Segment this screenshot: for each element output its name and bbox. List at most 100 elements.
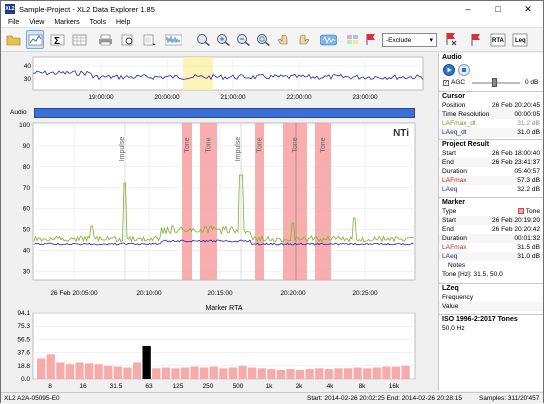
lzeq-value-label: Value — [442, 303, 459, 310]
rta-bar — [257, 368, 266, 379]
rta-bar — [46, 354, 55, 380]
audio-icon[interactable] — [319, 30, 337, 49]
status-samples: Samples: 311/20'457 — [479, 395, 540, 402]
print-icon[interactable] — [96, 30, 114, 49]
marker-lafmax-value: 31.5 dB — [517, 244, 540, 251]
audio-track-bar[interactable] — [34, 108, 415, 118]
marker-type-value[interactable]: Tone — [488, 207, 540, 216]
flag-delete-icon[interactable] — [441, 30, 459, 49]
stop-icon[interactable] — [458, 64, 470, 76]
marker-notes-row[interactable]: Tone [Hz]: 31.5, 50.0 — [439, 270, 543, 279]
menu-help[interactable]: Help — [115, 18, 131, 26]
overview-chart[interactable]: 40 30 19:00:00 20:00:00 21:00:00 22:00:00 23:0… — [13, 54, 437, 106]
rta-x-tick: 31.5 — [110, 383, 123, 390]
pan-right-icon[interactable] — [294, 30, 312, 49]
minimize-button[interactable]: – — [465, 4, 471, 14]
menu-file[interactable]: File — [8, 18, 20, 26]
rta-bar — [353, 367, 362, 380]
svg-text:Σ: Σ — [54, 36, 60, 46]
rta-bar — [382, 366, 391, 379]
waveform-icon[interactable] — [164, 30, 182, 49]
cursor-row: Position 26 Feb 20:20:45 — [439, 101, 543, 110]
iso-row: 50,0 Hz — [439, 324, 543, 333]
rta-chart[interactable]: Marker RTA 94.1 75.3 56.5 37.6 18.8 0.0 8 16 31.5… — [1, 303, 437, 391]
cursor-row: LAFmax_dt 31.2 dB — [439, 119, 543, 128]
rta-bar — [219, 368, 228, 379]
rta-bar — [94, 364, 103, 379]
volume-slider-handle[interactable] — [492, 78, 497, 87]
main-chart-panel: 100 90 80 70 60 50 40 30 26 Feb 20:05:00 20:10:00… — [1, 119, 437, 302]
rta-y-tick: 75.3 — [17, 323, 30, 330]
zoom-in-icon[interactable] — [214, 30, 232, 49]
rta-bar — [238, 365, 247, 379]
menu-markers[interactable]: Markers — [54, 18, 80, 26]
audio-controls: ✓ AGC 0 dB — [439, 63, 543, 91]
marker-start-value: 26 Feb 20:19:20 — [491, 217, 540, 224]
cursor-row: LAeq_dt 31.0 dB — [439, 128, 543, 137]
chart-view-icon[interactable] — [26, 30, 44, 49]
tone-marker-label: Tone — [184, 137, 191, 152]
tone-marker-band — [283, 123, 307, 280]
agc-label: AGC — [451, 79, 466, 86]
lafmax-dt-value: 31.2 dB — [517, 120, 540, 127]
rta-bar — [56, 362, 65, 379]
marker-row: Type Tone — [439, 207, 543, 216]
overview-panel: 40 30 19:00:00 20:00:00 21:00:00 22:00:00 23:0… — [13, 54, 437, 106]
rta-bar — [132, 362, 142, 379]
title-bar: XL2 Sample-Project - XL2 Data Explorer 1… — [1, 1, 543, 17]
zoom-fit-icon[interactable] — [254, 30, 272, 49]
zoom-icon[interactable] — [194, 30, 212, 49]
leq-icon[interactable]: Leq — [511, 30, 529, 49]
rta-x-tick: 2k — [296, 383, 304, 390]
project-lafmax-label: LAFmax — [442, 177, 467, 184]
rta-x-tick: 16k — [389, 383, 400, 390]
zoom-out-icon[interactable] — [234, 30, 252, 49]
marker-notes-value — [488, 261, 540, 270]
impulse-marker-label: Impulse — [119, 137, 126, 162]
rta-bar — [171, 368, 180, 379]
level-time-chart[interactable]: 100 90 80 70 60 50 40 30 26 Feb 20:05:00 20:10:00… — [1, 119, 437, 302]
window-title: Sample-Project - XL2 Data Explorer 1.85 — [19, 4, 155, 14]
cursor-panel-title: Cursor — [439, 91, 543, 101]
table-icon[interactable] — [70, 30, 88, 49]
flag-icon[interactable] — [362, 30, 380, 49]
marker-notes-text[interactable]: Tone [Hz]: 31.5, 50.0 — [442, 271, 503, 278]
play-icon[interactable] — [443, 64, 455, 76]
menu-view[interactable]: View — [29, 18, 45, 26]
print-preview-icon[interactable] — [118, 30, 136, 49]
rta-bar — [295, 369, 305, 379]
main-x-tick: 26 Feb 20:05:00 — [50, 290, 98, 297]
exclude-select[interactable]: -Exclude ▾ — [382, 33, 437, 47]
chevron-down-icon: ▾ — [429, 37, 433, 44]
marker-panel-title: Marker — [439, 197, 543, 207]
marker-end-label: End — [442, 226, 454, 233]
sum-icon[interactable]: Σ — [48, 30, 66, 49]
rta-bar — [123, 367, 132, 380]
iso-panel-title: ISO 1996-2:2017 Tones — [439, 314, 543, 324]
project-start-label: Start — [442, 150, 456, 157]
lzeq-value-value — [488, 302, 540, 311]
tone-swatch-icon — [517, 208, 524, 214]
laeq-dt-label: LAeq_dt — [442, 129, 467, 136]
rta-panel: Marker RTA 94.1 75.3 56.5 37.6 18.8 0.0 8 16 31.5… — [1, 303, 437, 391]
open-folder-icon[interactable] — [4, 30, 22, 49]
rta-icon[interactable]: RTA — [489, 30, 507, 49]
menu-tools[interactable]: Tools — [89, 18, 106, 26]
project-row: End 26 Feb 23:41:37 — [439, 158, 543, 167]
lzeq-panel-title: LZeq — [439, 283, 543, 293]
marker-duration-value: 00:01:32 — [514, 235, 540, 242]
device-id: XL2 A2A-05095-E0 — [4, 395, 60, 402]
main-y-tick: 50 — [23, 227, 31, 234]
export-icon[interactable] — [140, 30, 158, 49]
audio-strip-label: Audio — [10, 109, 27, 116]
close-button[interactable]: ✕ — [524, 3, 532, 14]
marker-type-label: Type — [442, 208, 457, 215]
maximize-button[interactable]: □ — [495, 4, 501, 14]
rta-x-tick: 16 — [79, 383, 87, 390]
agc-checkbox[interactable]: ✓ — [443, 80, 449, 86]
pan-left-icon[interactable] — [274, 30, 292, 49]
main-y-tick: 30 — [23, 269, 31, 276]
color-grid-icon[interactable] — [344, 30, 362, 49]
flag-icon[interactable] — [467, 30, 485, 49]
rta-bar — [37, 358, 46, 379]
